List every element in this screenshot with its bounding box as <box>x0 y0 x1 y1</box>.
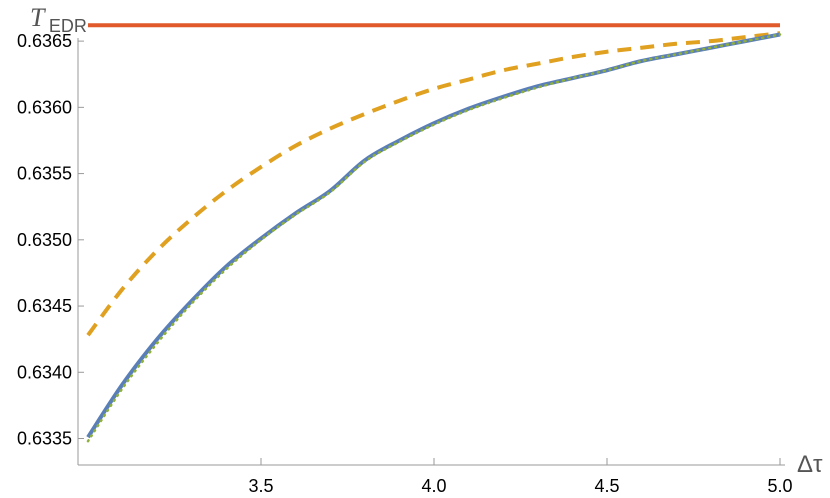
series-layer <box>86 23 782 443</box>
x-tick-label: 3.5 <box>248 476 273 496</box>
x-tick-label: 4.0 <box>421 476 446 496</box>
y-tick-label: 0.6355 <box>17 164 72 184</box>
y-tick-label: 0.6335 <box>17 429 72 449</box>
x-tick-label: 4.5 <box>594 476 619 496</box>
y-tick-label: 0.6365 <box>17 31 72 51</box>
x-tick-label: 5.0 <box>767 476 792 496</box>
y-axis-title-sub: EDR <box>49 16 87 36</box>
y-axis-title-main: T <box>30 3 46 32</box>
y-axis-title: T EDR <box>30 3 87 36</box>
y-tick-label: 0.6345 <box>17 296 72 316</box>
x-axis-title: Δτ <box>797 451 823 478</box>
axes-layer <box>77 38 785 466</box>
y-tick-label: 0.6340 <box>17 362 72 382</box>
y-tick-label: 0.6350 <box>17 230 72 250</box>
series-line-3 <box>86 32 781 439</box>
series-line-2 <box>86 31 781 337</box>
series-line-4 <box>86 33 782 443</box>
ticks-layer: 0.6335 0.6340 0.6345 0.6350 0.6355 0.6360 0.63… <box>17 31 793 496</box>
y-tick-label: 0.6360 <box>17 97 72 117</box>
